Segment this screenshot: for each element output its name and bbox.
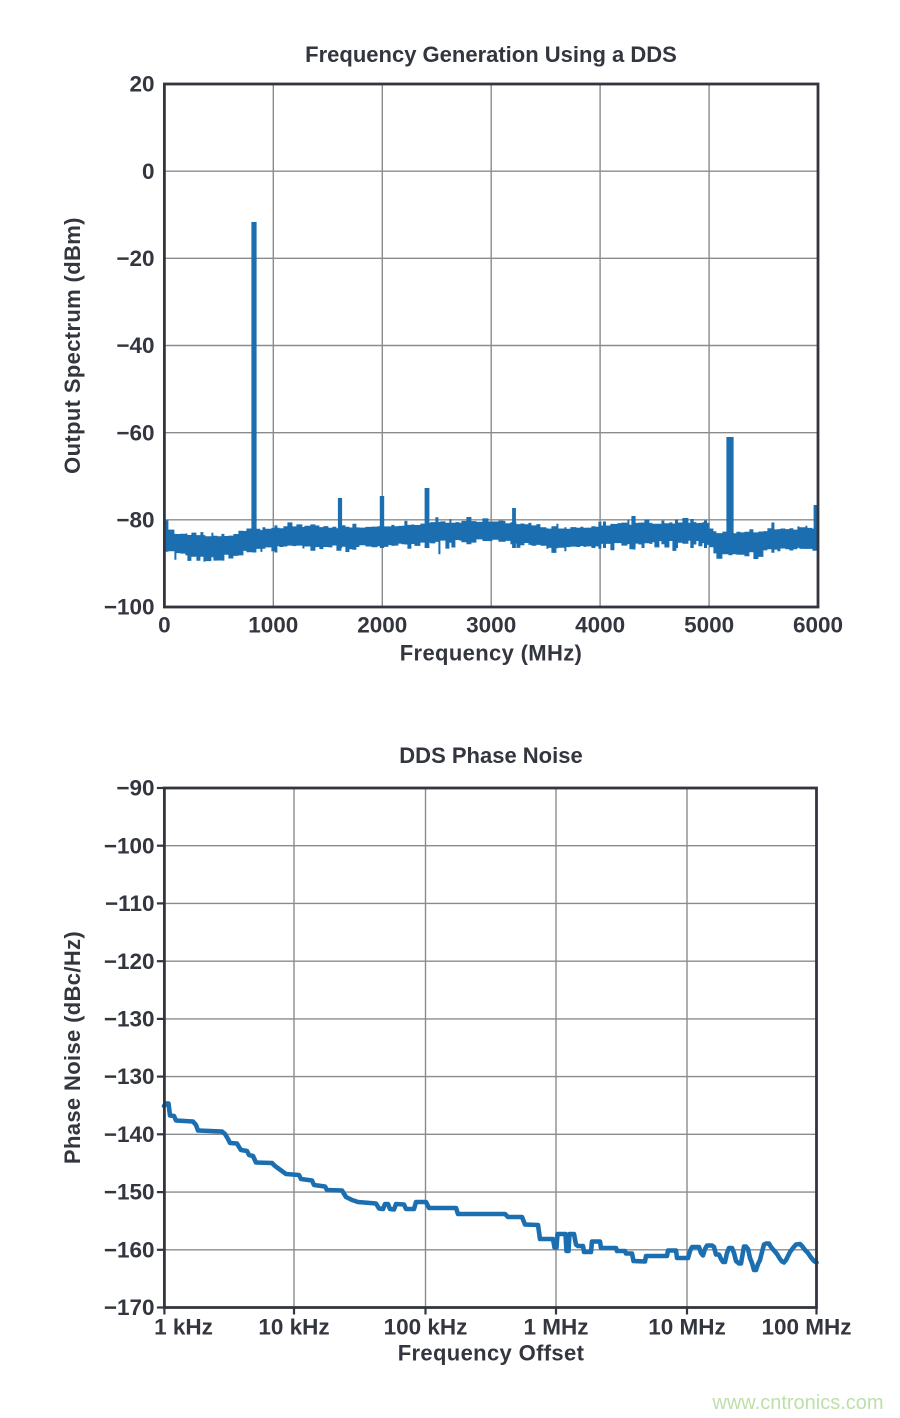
svg-text:−150: −150	[104, 1180, 155, 1205]
svg-text:www.cntronics.com: www.cntronics.com	[711, 1392, 883, 1414]
svg-text:10 kHz: 10 kHz	[258, 1315, 329, 1340]
svg-text:Frequency (MHz): Frequency (MHz)	[400, 641, 583, 666]
svg-text:DDS Phase Noise: DDS Phase Noise	[399, 743, 582, 768]
svg-text:100 kHz: 100 kHz	[384, 1315, 468, 1340]
svg-text:−80: −80	[116, 507, 154, 532]
svg-text:−130: −130	[104, 1007, 155, 1032]
svg-text:Phase Noise (dBc/Hz): Phase Noise (dBc/Hz)	[60, 931, 85, 1164]
svg-text:−140: −140	[104, 1122, 155, 1147]
svg-text:−100: −100	[104, 833, 155, 858]
svg-text:6000: 6000	[793, 613, 843, 638]
svg-text:1 kHz: 1 kHz	[154, 1315, 213, 1340]
svg-text:Frequency Generation Using a D: Frequency Generation Using a DDS	[305, 42, 677, 67]
svg-text:5000: 5000	[684, 613, 734, 638]
svg-text:−170: −170	[104, 1295, 155, 1320]
svg-text:10 MHz: 10 MHz	[648, 1315, 726, 1340]
svg-text:−130: −130	[104, 1064, 155, 1089]
svg-text:4000: 4000	[575, 613, 625, 638]
svg-text:−90: −90	[116, 776, 154, 801]
svg-text:−40: −40	[116, 333, 154, 358]
svg-text:−100: −100	[104, 595, 155, 620]
svg-text:100 MHz: 100 MHz	[761, 1315, 851, 1340]
svg-text:Frequency Offset: Frequency Offset	[398, 1341, 585, 1366]
svg-text:20: 20	[129, 72, 154, 97]
svg-text:0: 0	[142, 159, 155, 184]
svg-text:1000: 1000	[248, 613, 298, 638]
svg-text:−120: −120	[104, 949, 155, 974]
svg-text:2000: 2000	[357, 613, 407, 638]
svg-text:−60: −60	[116, 420, 154, 445]
svg-text:0: 0	[158, 613, 171, 638]
svg-text:−110: −110	[105, 891, 154, 916]
svg-text:−160: −160	[104, 1237, 155, 1262]
svg-text:3000: 3000	[466, 613, 516, 638]
svg-text:−20: −20	[116, 246, 154, 271]
svg-text:Output Spectrum (dBm): Output Spectrum (dBm)	[60, 217, 85, 474]
svg-text:1 MHz: 1 MHz	[523, 1315, 588, 1340]
